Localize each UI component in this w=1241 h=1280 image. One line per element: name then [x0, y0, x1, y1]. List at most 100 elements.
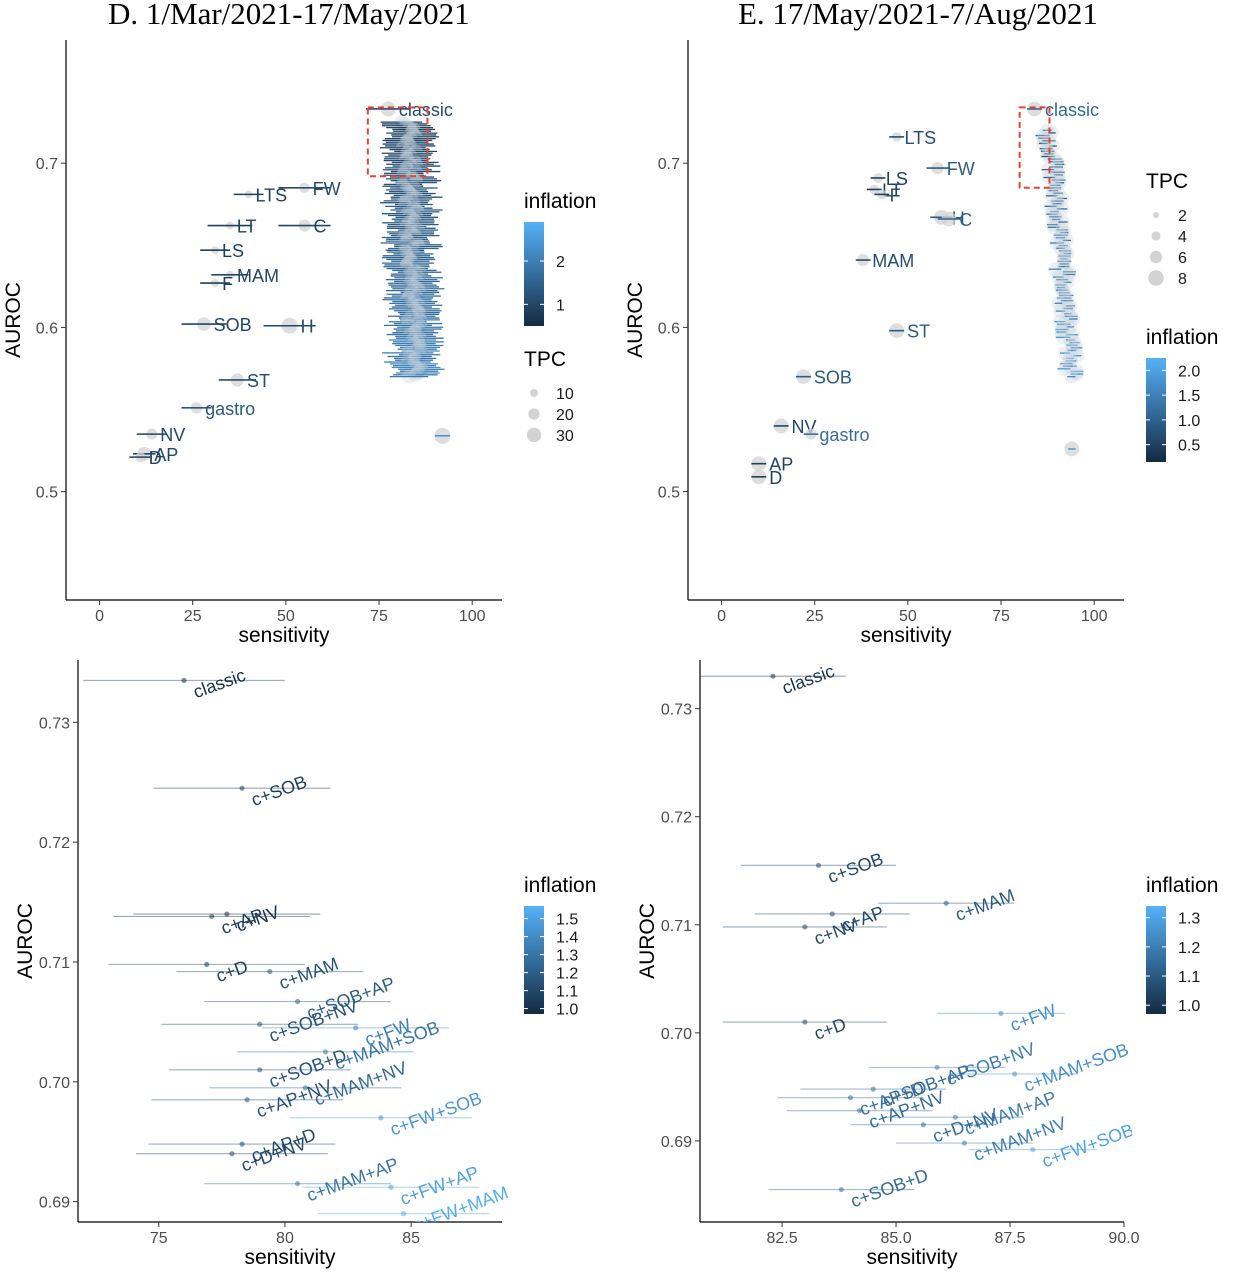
point-label: C	[959, 210, 972, 230]
point-label: AP	[154, 445, 178, 465]
point-lts: LTS	[233, 185, 287, 205]
point-c: C	[937, 210, 972, 230]
y-tick-label: 0.5	[36, 485, 58, 502]
color-bar	[1146, 358, 1166, 462]
y-tick-label: 0.73	[39, 715, 70, 732]
point-label: NV	[160, 425, 185, 445]
color-legend-label: 1.1	[1178, 969, 1200, 986]
point-label: F	[890, 185, 901, 205]
point-dot	[294, 998, 301, 1005]
chart-E-zoom: 82.5 85.0 87.5 90.0 0.69 0.70 0.71 0.72 0.73 sens…	[636, 660, 1218, 1269]
size-legend-label: 10	[556, 386, 574, 403]
x-tick-label: 25	[806, 608, 824, 625]
x-tick-label: 100	[459, 608, 486, 625]
point-dot	[257, 1067, 263, 1073]
point-f: F	[200, 274, 233, 294]
point-dot	[1030, 1146, 1036, 1153]
point-c-mam: c+MAM	[877, 885, 1018, 925]
x-tick-label: 50	[277, 608, 295, 625]
color-legend-label: 1.2	[1178, 940, 1200, 957]
point-label: c+FW	[1007, 1000, 1058, 1035]
point-d: D	[129, 448, 162, 468]
point-st: ST	[889, 322, 930, 342]
y-tick-label: 0.72	[39, 835, 70, 852]
point-sob: SOB	[796, 368, 852, 388]
point-f: F	[874, 185, 901, 205]
point-ap: AP	[751, 455, 793, 475]
point-c-sob: c+SOB	[153, 772, 331, 810]
point-label: classic	[779, 661, 837, 698]
legend-D-zoom: inflation 1.01.11.21.31.41.5	[524, 874, 596, 1019]
point-mam: MAM	[211, 266, 279, 286]
point-lt: LT	[207, 217, 257, 237]
legend-D-overview: inflation 1 2 TPC 10 20 30	[524, 190, 596, 445]
point-label: c+MAM+AP	[304, 1154, 401, 1206]
color-legend-label: 2.0	[1178, 363, 1200, 380]
legend-E-zoom: inflation 1.0 1.1 1.2 1.3	[1146, 874, 1218, 1015]
point-dot	[815, 862, 822, 868]
point-label: c+MAM	[953, 885, 1018, 925]
point-h: H	[263, 317, 316, 337]
point-label: classic	[191, 665, 249, 702]
chart-E-overview: 0 25 50 75 100 0.5 0.6 0.7 sensitivity AUROC class…	[624, 40, 1218, 647]
x-axis-label: sensitivity	[238, 624, 330, 647]
point-dot	[829, 911, 835, 917]
color-legend-label: 0.5	[1178, 438, 1200, 455]
point-label: c+NV	[811, 915, 860, 949]
color-legend-label: 1.3	[1178, 911, 1200, 928]
point-st: ST	[218, 371, 270, 391]
point-label: LT	[237, 217, 257, 237]
x-axis-label: sensitivity	[244, 1246, 336, 1269]
point-ls: LS	[870, 169, 908, 189]
y-axis-label: AUROC	[2, 282, 25, 358]
size-legend-label: 20	[556, 407, 574, 424]
x-tick-label: 82.5	[766, 1230, 797, 1247]
point-dot	[257, 1021, 263, 1027]
point-label: ST	[907, 322, 930, 342]
point-dot	[224, 911, 230, 917]
size-legend-key	[530, 389, 538, 397]
point-label: c+SOB+D	[848, 1165, 931, 1212]
size-legend-label: 6	[1178, 250, 1187, 267]
color-legend-label: 1.4	[556, 930, 578, 947]
point-label: c+D	[811, 1014, 848, 1044]
chart-D-overview: 0 25 50 75 100 0.5 0.6 0.7 sensitivity AUROC class…	[2, 40, 596, 647]
y-tick-label: 0.5	[658, 485, 680, 502]
y-tick-label: 0.7	[36, 156, 58, 173]
title-panel-e: E. 17/May/2021-7/Aug/2021	[738, 0, 1098, 31]
point-c-fw: c+FW	[937, 1000, 1065, 1035]
point-dot	[209, 913, 215, 920]
point-c-sob: c+SOB	[741, 849, 897, 887]
point-classic: classic	[365, 100, 453, 120]
color-legend-title: inflation	[1146, 874, 1218, 897]
point-label: H	[301, 317, 314, 337]
color-legend-label: 1.2	[556, 966, 578, 983]
size-legend-key	[1153, 212, 1159, 218]
point-fw: FW	[926, 159, 975, 179]
size-legend-key	[526, 427, 542, 443]
point-dot	[961, 1140, 968, 1146]
y-tick-label: 0.73	[661, 702, 692, 719]
point-dot	[802, 1019, 808, 1025]
color-legend-label: 2	[556, 254, 565, 271]
x-tick-label: 50	[899, 608, 917, 625]
point-label: F	[222, 274, 233, 294]
y-tick-label: 0.72	[661, 810, 692, 827]
y-tick-label: 0.69	[661, 1134, 692, 1151]
size-legend-label: 4	[1178, 229, 1187, 246]
point-label: gastro	[819, 425, 869, 445]
point-dot	[400, 1211, 407, 1217]
point-gastro: gastro	[181, 399, 255, 419]
x-tick-label: 75	[150, 1230, 168, 1247]
point-dot	[838, 1186, 844, 1193]
point-c: C	[278, 217, 331, 237]
color-bar	[524, 222, 544, 326]
title-panel-d: D. 1/Mar/2021-17/May/2021	[108, 0, 470, 31]
color-bar	[524, 906, 544, 1014]
x-tick-label: 80	[276, 1230, 294, 1247]
point-outlier	[434, 427, 451, 444]
point-label: LTS	[904, 128, 936, 148]
